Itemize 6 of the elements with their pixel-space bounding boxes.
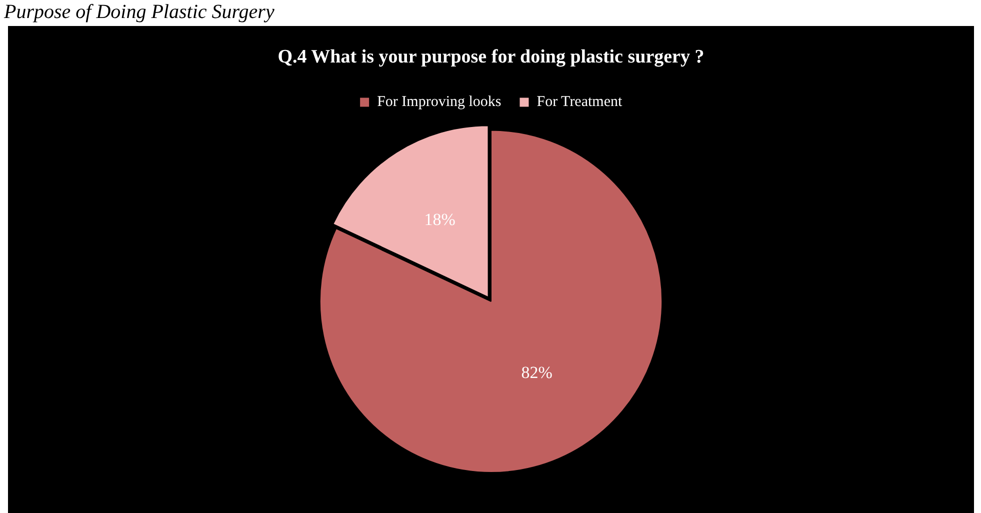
data-label: 82%	[521, 363, 552, 382]
chart-title: Q.4 What is your purpose for doing plastic surgery ?	[278, 46, 704, 68]
data-label: 18%	[424, 210, 456, 230]
text: Purpose of Doing Plastic Surgery	[4, 0, 274, 24]
legend-label: For Improving looks	[377, 94, 502, 110]
legend-label: For Treatment	[536, 94, 623, 110]
